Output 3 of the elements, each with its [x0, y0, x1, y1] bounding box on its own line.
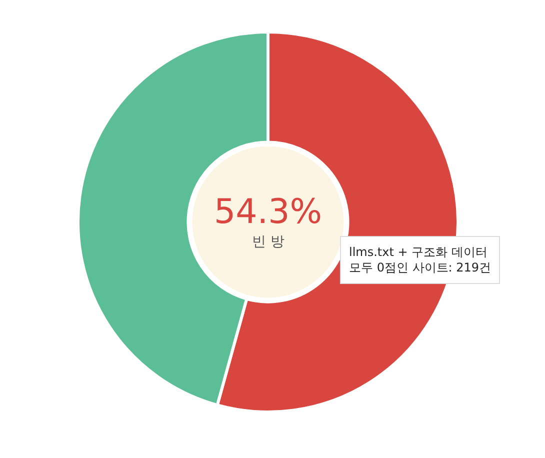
text: llms.txt + 구조화 데이터 모두 0점인 사이트: 219건: [349, 245, 492, 275]
text: 54.3%: [214, 192, 322, 232]
text: 빈 방: [252, 234, 284, 250]
